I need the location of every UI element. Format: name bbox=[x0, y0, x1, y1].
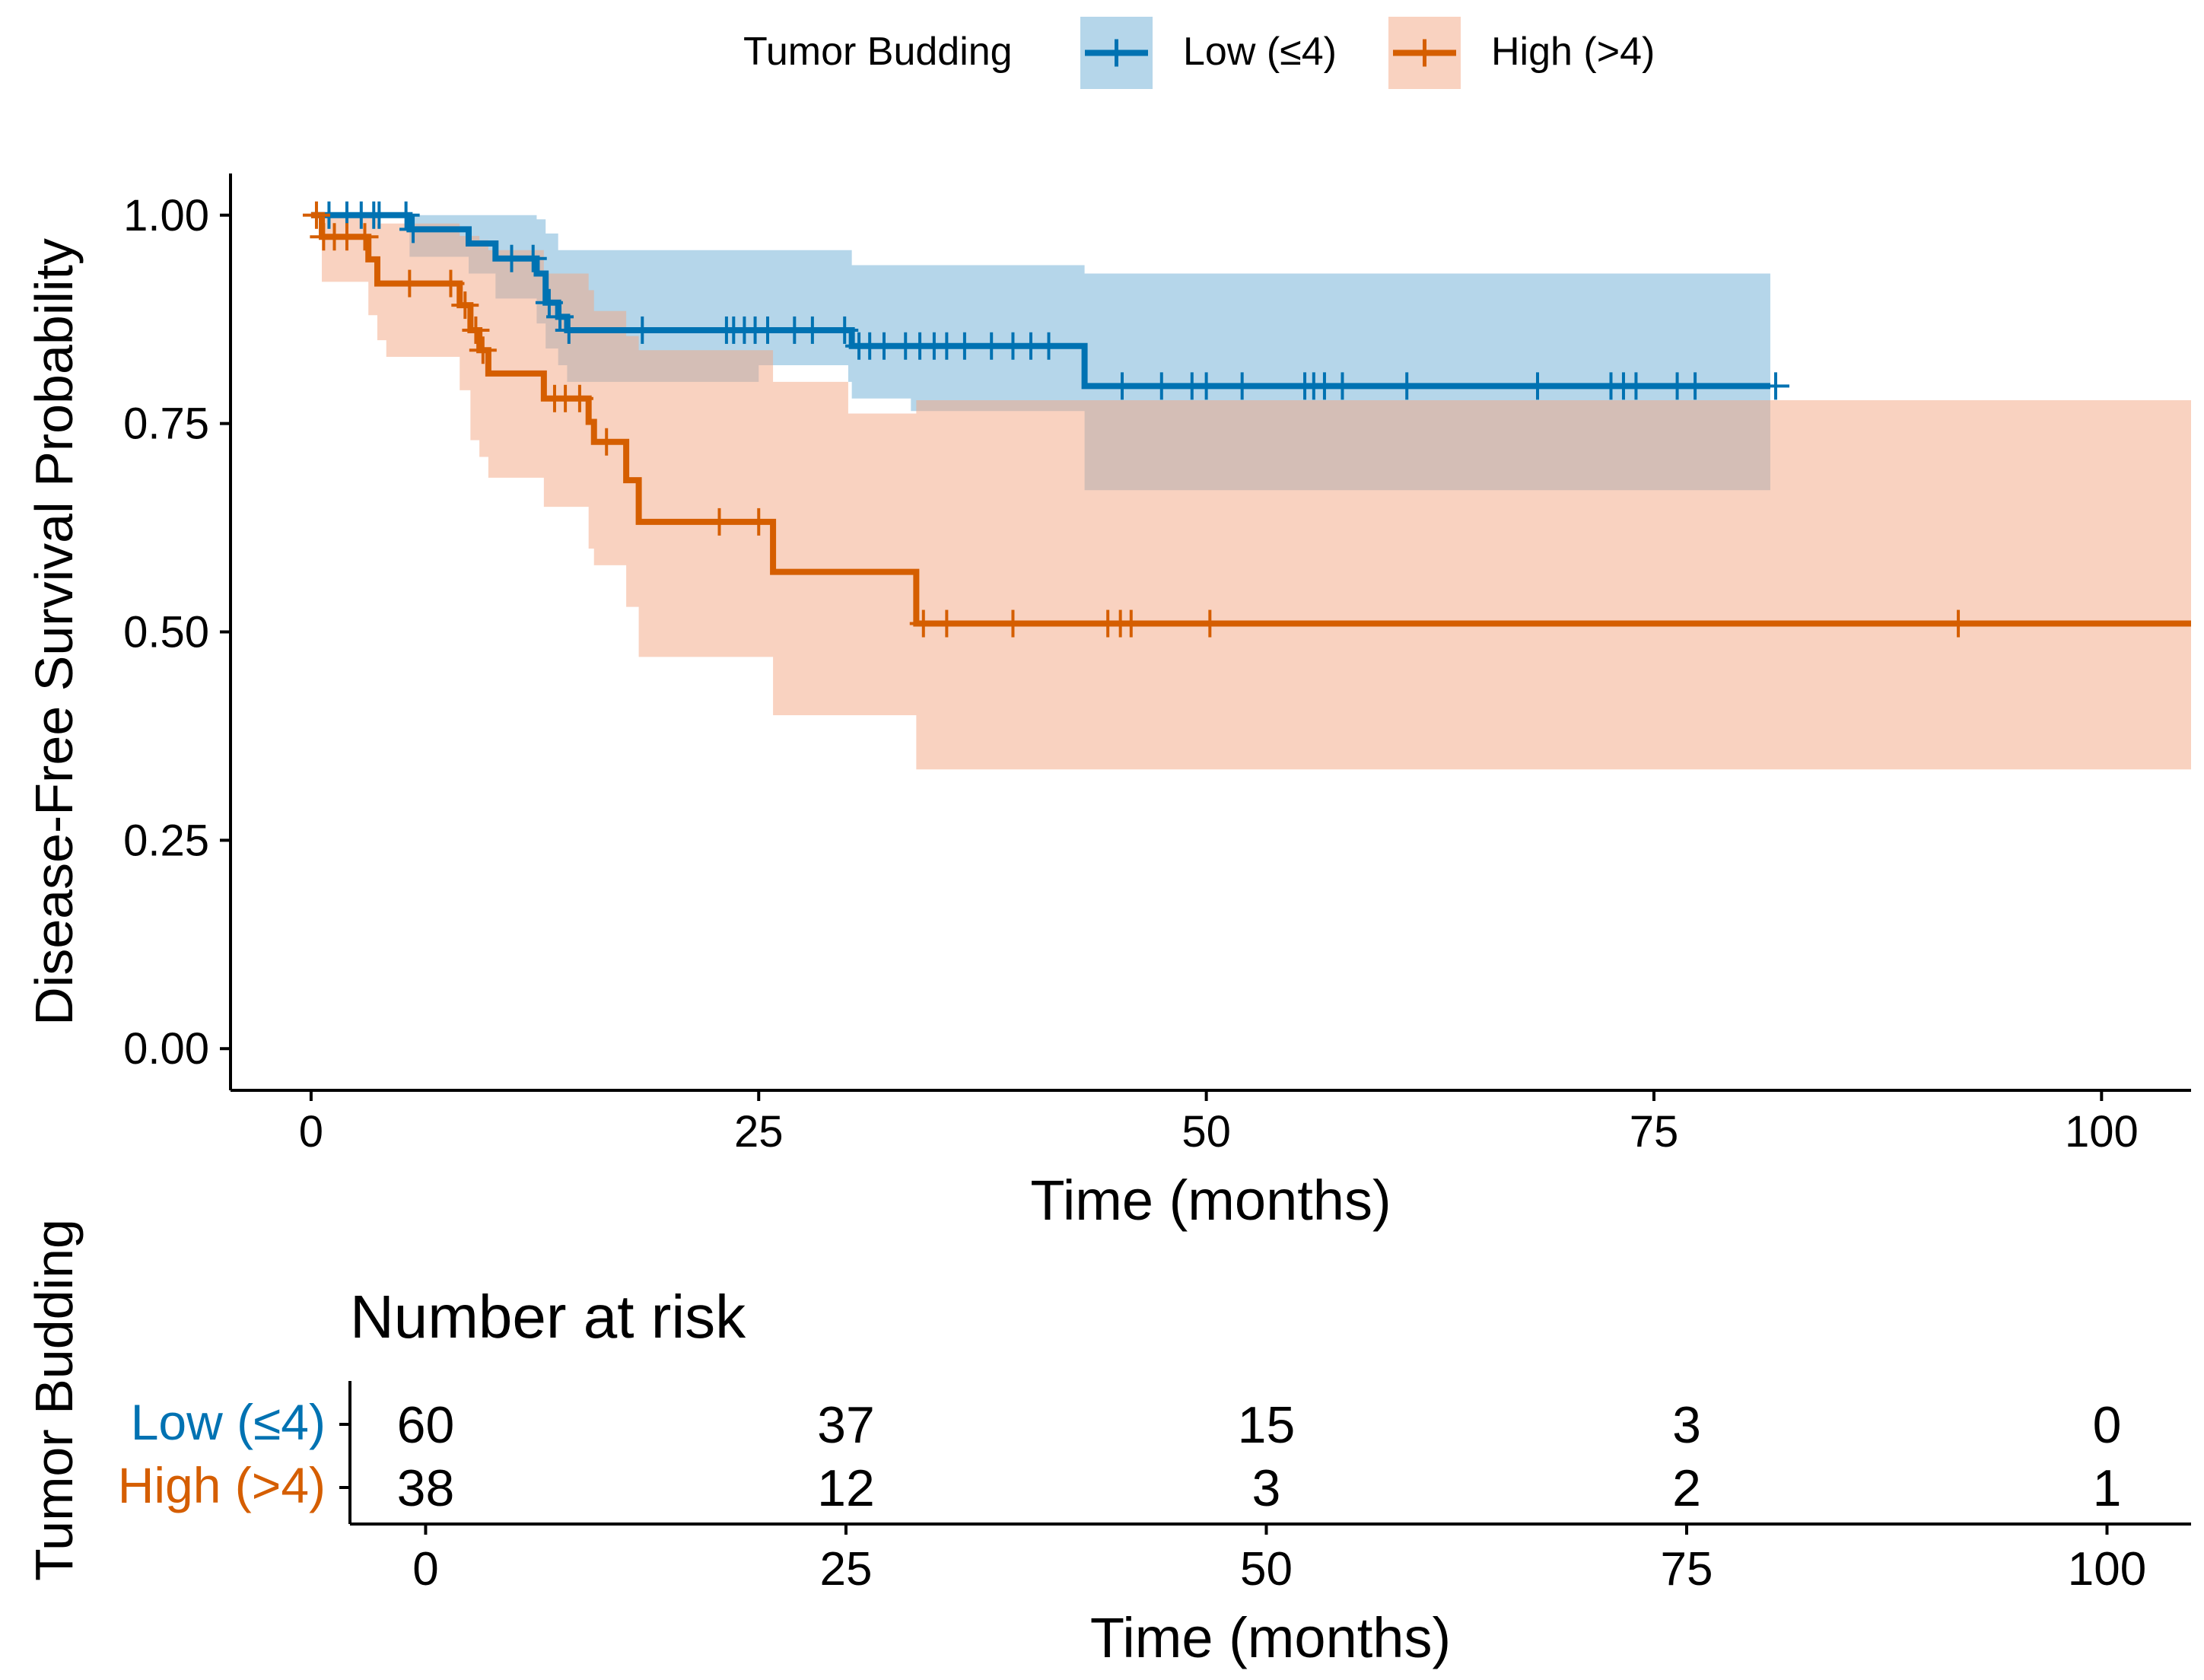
risk-table: Number at risk Tumor Budding Low (≤4) 60 3… bbox=[24, 1219, 2191, 1669]
risk-cell-1-0: 38 bbox=[397, 1459, 455, 1517]
risk-x-tick-label-2: 50 bbox=[1240, 1543, 1293, 1596]
risk-row-label-1: High (>4) bbox=[118, 1457, 326, 1513]
legend-label-low: Low (≤4) bbox=[1183, 30, 1337, 74]
risk-cell-0-4: 0 bbox=[2093, 1396, 2122, 1454]
survival-axes: 0.00 0.25 0.50 0.75 1.00 0 25 50 75 100 bbox=[123, 173, 2191, 1157]
legend-key-low bbox=[1080, 17, 1153, 89]
x-tick-label-0: 0 bbox=[299, 1107, 323, 1157]
y-tick-label-2: 0.50 bbox=[123, 608, 209, 657]
y-tick-label-4: 1.00 bbox=[123, 191, 209, 240]
x-tick-label-3: 75 bbox=[1630, 1107, 1679, 1157]
confidence-bands bbox=[310, 215, 2192, 770]
legend-title: Tumor Budding bbox=[743, 30, 1013, 74]
risk-x-tick-label-0: 0 bbox=[412, 1543, 438, 1596]
y-axis-title: Disease-Free Survival Probability bbox=[24, 238, 84, 1026]
risk-cell-1-1: 12 bbox=[817, 1459, 875, 1517]
risk-x-tick-label-1: 25 bbox=[819, 1543, 872, 1596]
risk-cell-1-2: 3 bbox=[1252, 1459, 1281, 1517]
x-tick-label-2: 50 bbox=[1182, 1107, 1231, 1157]
legend-label-high: High (>4) bbox=[1491, 30, 1655, 74]
x-tick-label-1: 25 bbox=[734, 1107, 784, 1157]
legend: Tumor Budding Low (≤4) High (>4) bbox=[743, 17, 1655, 89]
y-tick-label-1: 0.25 bbox=[123, 816, 209, 865]
ci-band-series-1 bbox=[310, 215, 2192, 770]
risk-axes: 0 25 50 75 100 bbox=[339, 1381, 2191, 1596]
survival-line-series-0 bbox=[310, 212, 1770, 390]
y-tick-label-3: 0.75 bbox=[123, 399, 209, 449]
risk-cell-0-2: 15 bbox=[1238, 1396, 1296, 1454]
survival-plot: 0.00 0.25 0.50 0.75 1.00 0 25 50 75 100 Disease-F… bbox=[24, 173, 2192, 1232]
risk-row-label-0: Low (≤4) bbox=[131, 1394, 326, 1450]
x-axis-title: Time (months) bbox=[1030, 1169, 1391, 1232]
survival-line-series-1 bbox=[310, 212, 2191, 627]
legend-key-high bbox=[1388, 17, 1461, 89]
y-tick-label-0: 0.00 bbox=[123, 1024, 209, 1074]
risk-cell-0-0: 60 bbox=[397, 1396, 455, 1454]
x-tick-label-4: 100 bbox=[2065, 1107, 2139, 1157]
risk-table-y-title: Tumor Budding bbox=[24, 1219, 84, 1581]
survival-curves bbox=[310, 212, 2191, 627]
censor-marks bbox=[302, 201, 1973, 638]
risk-x-tick-label-3: 75 bbox=[1661, 1543, 1713, 1596]
risk-cell-1-4: 1 bbox=[2093, 1459, 2122, 1517]
risk-x-axis-title: Time (months) bbox=[1090, 1606, 1451, 1669]
risk-cell-0-3: 3 bbox=[1672, 1396, 1701, 1454]
risk-table-title: Number at risk bbox=[350, 1283, 746, 1351]
risk-cell-1-3: 2 bbox=[1672, 1459, 1701, 1517]
risk-cell-0-1: 37 bbox=[817, 1396, 875, 1454]
risk-x-tick-label-4: 100 bbox=[2068, 1543, 2146, 1596]
